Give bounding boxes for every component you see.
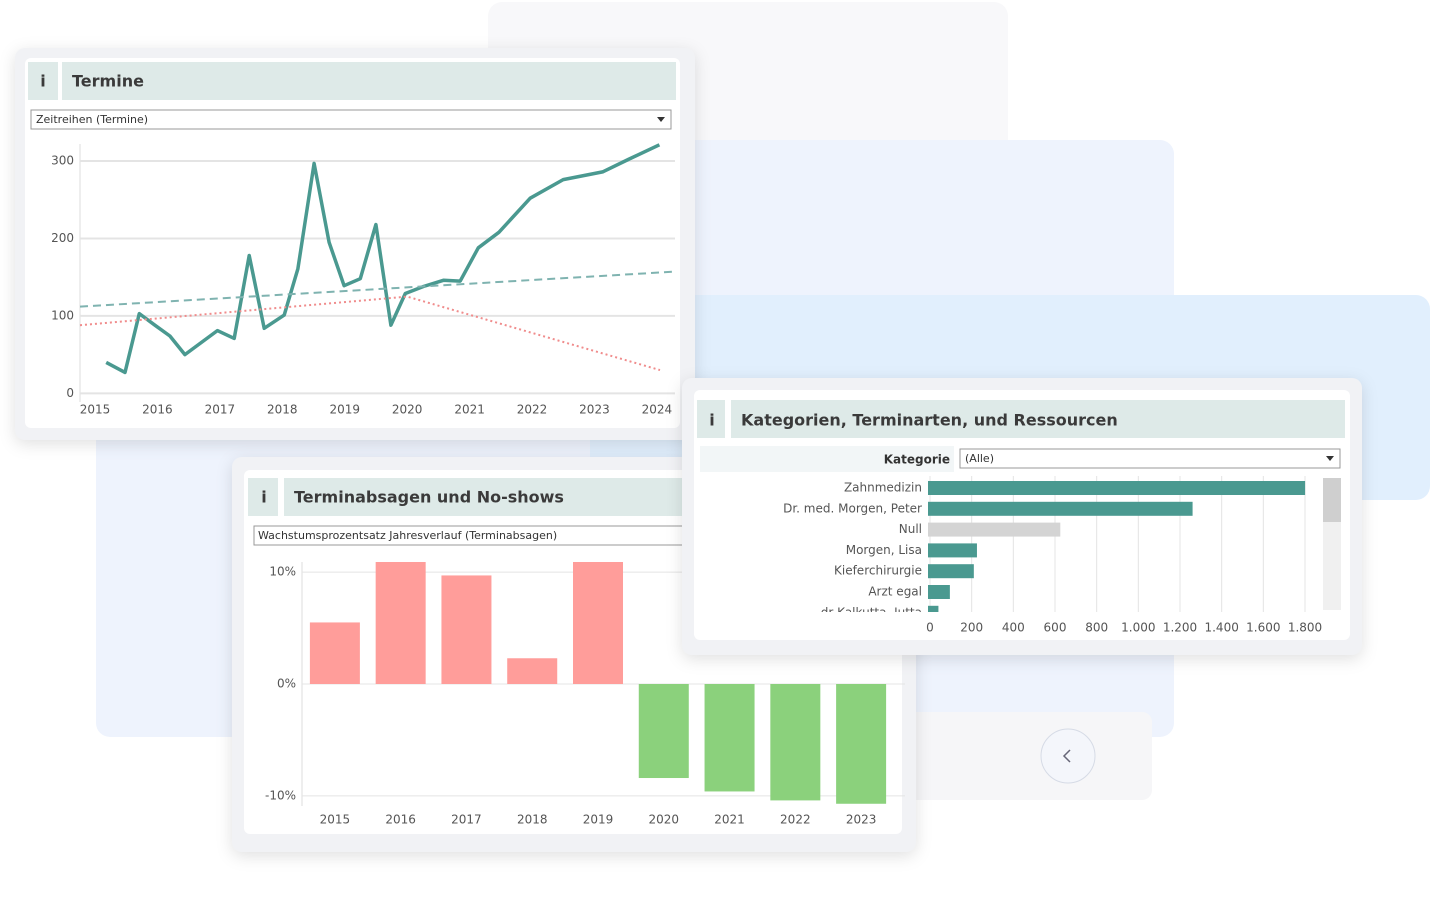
bar [704,684,755,792]
x-tick-label: 2021 [714,813,745,827]
bar [309,622,360,684]
bar [770,684,821,801]
y-tick-label: 200 [51,231,74,245]
series-line [105,143,661,375]
bar [638,684,689,779]
x-tick-label: 2022 [517,403,548,417]
bars: Zahnmedizin Dr. med. Morgen, Peter Null Mor… [783,476,1306,619]
info-box[interactable] [697,400,725,438]
x-tick-label: 1.000 [1121,621,1155,635]
bar [928,564,974,579]
panel-termine: i Termine Zeitreihen (Termine) 0 100 200 30… [15,48,695,440]
bar [507,658,558,684]
x-tick-label: 600 [1044,621,1067,635]
bar [928,481,1306,495]
x-tick-label: 2023 [579,403,610,417]
x-tick-label: 2021 [454,403,485,417]
x-tick-label: 2020 [392,403,423,417]
y-tick-label: -10% [265,788,296,802]
info-box[interactable] [248,478,278,516]
x-tick-label: 2017 [451,813,482,827]
header [62,62,676,100]
x-tick-label: 2019 [329,403,360,417]
dropdown-arrow [1326,456,1334,461]
x-tick-label: 2018 [517,813,548,827]
card [25,58,680,428]
panel-kategorien: i Kategorien, Terminarten, und Ressource… [682,378,1362,655]
x-tick-label: 2015 [80,403,111,417]
category-label: dr Kalkutta, Jutta [821,605,922,619]
chevron-icon [1062,749,1071,763]
bar [928,543,977,558]
x-tick-label: 1.800 [1288,621,1322,635]
x-tick-label: 2015 [320,813,351,827]
panel-title: Termine [72,72,144,91]
info-icon[interactable]: i [261,488,266,507]
filter-label-box [700,446,954,472]
bar [928,585,950,599]
bg-shape [900,712,1152,800]
header [284,478,684,516]
x-tick-label: 1.600 [1246,621,1280,635]
panel-title: Kategorien, Terminarten, und Ressourcen [741,411,1118,430]
category-label: Dr. med. Morgen, Peter [783,501,922,515]
bar [928,605,939,612]
x-tick-label: 1.200 [1163,621,1197,635]
category-label: Zahnmedizin [844,481,922,495]
dropdown[interactable] [959,448,1341,469]
filter-label: Kategorie [884,453,950,467]
category-label: Morgen, Lisa [846,543,922,557]
x-tick-label: 0 [926,621,934,635]
header [731,400,1345,438]
panel-title: Terminabsagen und No-shows [294,488,564,507]
bar [836,684,887,804]
series-line [79,270,672,308]
dropdown-arrow [657,117,665,122]
x-tick-label: 2016 [142,403,173,417]
y-tick-label: 300 [51,154,74,168]
x-tick-label: 2023 [846,813,877,827]
category-label: Null [899,522,922,536]
dropdown-value: Wachstumsprozentsatz Jahresverlauf (Term… [258,529,557,542]
info-icon[interactable]: i [709,411,714,430]
bar [928,522,1061,537]
x-tick-label: 2016 [385,813,416,827]
dropdown-value: (Alle) [965,452,994,465]
x-tick-label: 2017 [205,403,236,417]
x-tick-label: 2020 [649,813,680,827]
bar [441,575,492,684]
prev-button[interactable] [1040,728,1096,784]
x-tick-label: 2019 [583,813,614,827]
y-tick-label: 100 [51,308,74,322]
bar [375,562,426,684]
bars [309,562,887,804]
x-tick-label: 400 [1002,621,1025,635]
category-label: Kieferchirurgie [834,564,922,578]
category-label: Arzt egal [868,585,922,599]
bar [928,501,1193,516]
x-tick-label: 2018 [267,403,298,417]
x-tick-label: 800 [1085,621,1108,635]
dropdown-value: Zeitreihen (Termine) [36,113,148,126]
x-tick-label: 2024 [642,403,673,417]
info-box[interactable] [28,62,58,100]
x-tick-label: 200 [960,621,983,635]
y-tick-label: 0 [66,386,74,400]
y-tick-label: 10% [269,565,296,579]
dropdown[interactable] [30,109,672,130]
plot-absagen: 10% 0% -10% 2015 2016 2017 2018 2019 2020 2021 202… [265,562,905,827]
x-tick-label: 1.400 [1204,621,1238,635]
bar [573,562,623,684]
y-tick-label: 0% [277,677,296,691]
x-tick-label: 2022 [780,813,811,827]
info-icon[interactable]: i [40,72,45,91]
scroll-thumb[interactable] [1323,478,1341,522]
